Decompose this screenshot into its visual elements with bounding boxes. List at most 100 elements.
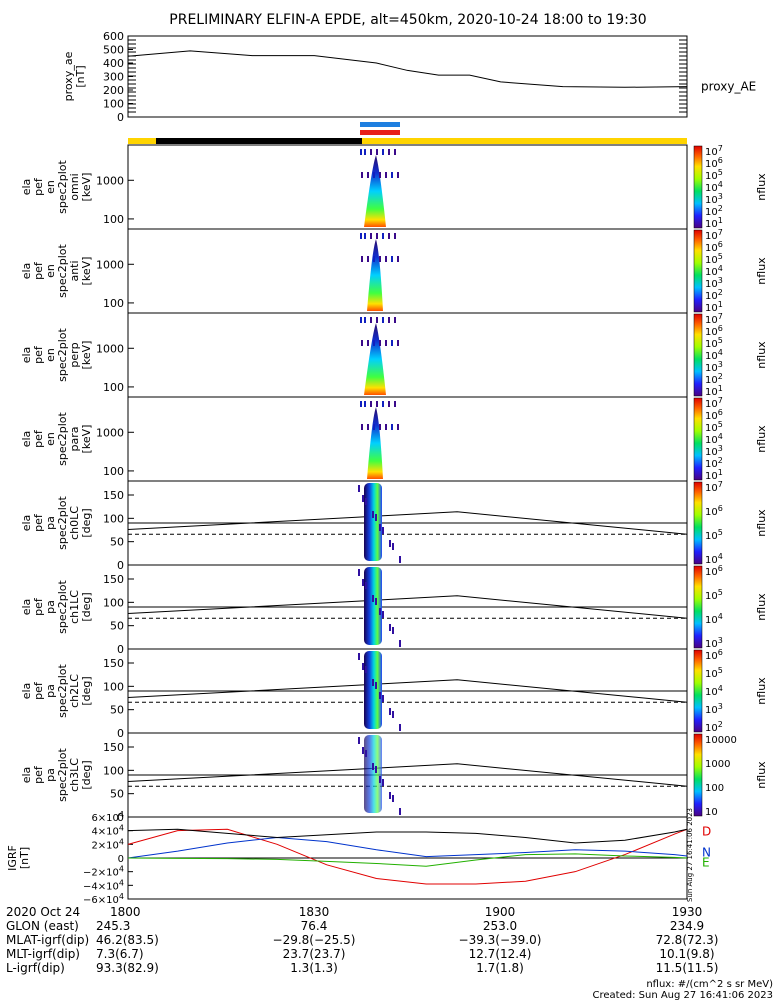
spectrogram-speck: [362, 579, 364, 586]
colorbar-tick: 106: [705, 564, 723, 578]
spectrogram-speck: [385, 256, 387, 262]
colorbar-tick: 103: [705, 702, 723, 716]
ylabel-line: pa: [44, 768, 57, 782]
spectrogram-speck: [365, 582, 367, 589]
pitch-angle-blob: [364, 735, 382, 813]
ylabel-line: [keV]: [80, 425, 93, 454]
ylabel-line: ela: [20, 431, 33, 448]
colorbar-tick: 106: [705, 504, 723, 518]
orbit-row-label: 2020 Oct 24: [6, 905, 80, 919]
igrf-tick: −4×104: [83, 878, 124, 892]
ylabel-line: pef: [32, 177, 45, 196]
pitch-angle-blob: [364, 483, 382, 561]
spectrogram-speck: [392, 711, 394, 718]
anti-loss-cone-line: [127, 679, 688, 703]
spectrogram-speck: [358, 653, 360, 660]
orbit-value: 1.7(1.8): [476, 961, 524, 975]
spectrogram-speck: [365, 750, 367, 757]
colorbar-tick: 107: [705, 312, 723, 326]
spectrogram-speck: [399, 808, 401, 815]
panel-tick: 100: [103, 381, 124, 394]
ylabel-line: spec2plot: [56, 580, 69, 634]
colorbar-tick: 106: [705, 324, 723, 338]
proxy-ae-tick: 200: [103, 84, 124, 97]
colorbar-tick: 103: [705, 444, 723, 458]
spectrogram-speck: [394, 401, 396, 407]
proxy-ae-tick: 100: [103, 98, 124, 111]
ylabel-line: para: [68, 427, 81, 452]
panel-tick: 1000: [96, 174, 124, 187]
spectrogram-speck: [397, 424, 399, 430]
colorbar-tick: 107: [705, 396, 723, 410]
spectrogram-speck: [379, 524, 381, 531]
panel-tick: 0: [117, 811, 124, 824]
colorbar-label: nflux: [755, 509, 768, 537]
spectrogram-speck: [389, 708, 391, 715]
colorbar-tick: 105: [705, 336, 723, 350]
colorbar-tick: 105: [705, 666, 723, 680]
colorbar-tick: 107: [705, 228, 723, 242]
spectrogram-speck: [394, 317, 396, 323]
spectrogram-speck: [379, 172, 381, 178]
ylabel-line: [nT]: [18, 847, 31, 869]
panel-tick: 1000: [96, 258, 124, 271]
spectrogram-speck: [372, 595, 374, 602]
panel-tick: 0: [117, 727, 124, 740]
ylabel-line: pa: [44, 516, 57, 530]
spectrogram-speck: [376, 401, 378, 407]
colorbar-tick: 10: [705, 807, 718, 818]
spectrogram-speck: [358, 485, 360, 492]
proxy-ae-tick: 500: [103, 44, 124, 57]
colorbar-label: nflux: [755, 761, 768, 789]
colorbar: [693, 733, 703, 817]
colorbar-tick: 102: [705, 204, 723, 218]
ylabel-line: en: [44, 264, 57, 278]
colorbar-tick: 101: [705, 300, 723, 314]
colorbar-tick: 105: [705, 252, 723, 266]
igrf-legend-E: E: [702, 856, 710, 870]
orbit-value: 46.2(83.5): [96, 933, 159, 947]
ylabel-line: pef: [32, 597, 45, 616]
ylabel-line: ch2LC: [68, 674, 81, 708]
pitch-angle-blob: [364, 567, 382, 645]
spectrogram-speck: [382, 233, 384, 239]
colorbar-label: nflux: [755, 173, 768, 201]
ylabel-line: en: [44, 348, 57, 362]
spectrogram-speck: [362, 747, 364, 754]
panel-tick: 100: [103, 465, 124, 478]
colorbar: [693, 229, 703, 313]
ylabel-line: [deg]: [80, 592, 93, 621]
colorbar-tick: 106: [705, 648, 723, 662]
ylabel-line: en: [44, 180, 57, 194]
spectrogram-speck: [389, 540, 391, 547]
colorbar-tick: 101: [705, 216, 723, 230]
spectrogram-speck: [362, 663, 364, 670]
ylabel-line: ela: [20, 263, 33, 280]
orbit-value: 10.1(9.8): [659, 947, 714, 961]
spectrogram-speck: [397, 256, 399, 262]
colorbar-tick: 105: [705, 588, 723, 602]
panel-tick: 150: [103, 573, 124, 586]
panel-tick: 1000: [96, 342, 124, 355]
ylabel-line: [deg]: [80, 676, 93, 705]
spectrogram-speck: [364, 233, 366, 239]
ylabel-line: spec2plot: [56, 748, 69, 802]
panel-ylabel: ela pef pa spec2plot ch2LC [deg]: [20, 664, 93, 718]
ylabel-line: ela: [20, 347, 33, 364]
igrf-line-D: [127, 828, 688, 885]
colorbar-label: nflux: [755, 593, 768, 621]
spectrogram-speck: [382, 317, 384, 323]
colorbar-tick: 103: [705, 276, 723, 290]
colorbar: [693, 565, 703, 649]
spectrogram-speck: [361, 172, 363, 178]
spectrogram-speck: [364, 317, 366, 323]
spectrogram-speck: [388, 317, 390, 323]
orbit-value: 253.0: [483, 919, 517, 933]
spectrogram-speck: [382, 401, 384, 407]
orbit-value: 245.3: [96, 919, 130, 933]
spectrogram-speck: [360, 233, 362, 239]
spectrogram-speck: [397, 172, 399, 178]
colorbar-tick: 100: [705, 783, 724, 794]
